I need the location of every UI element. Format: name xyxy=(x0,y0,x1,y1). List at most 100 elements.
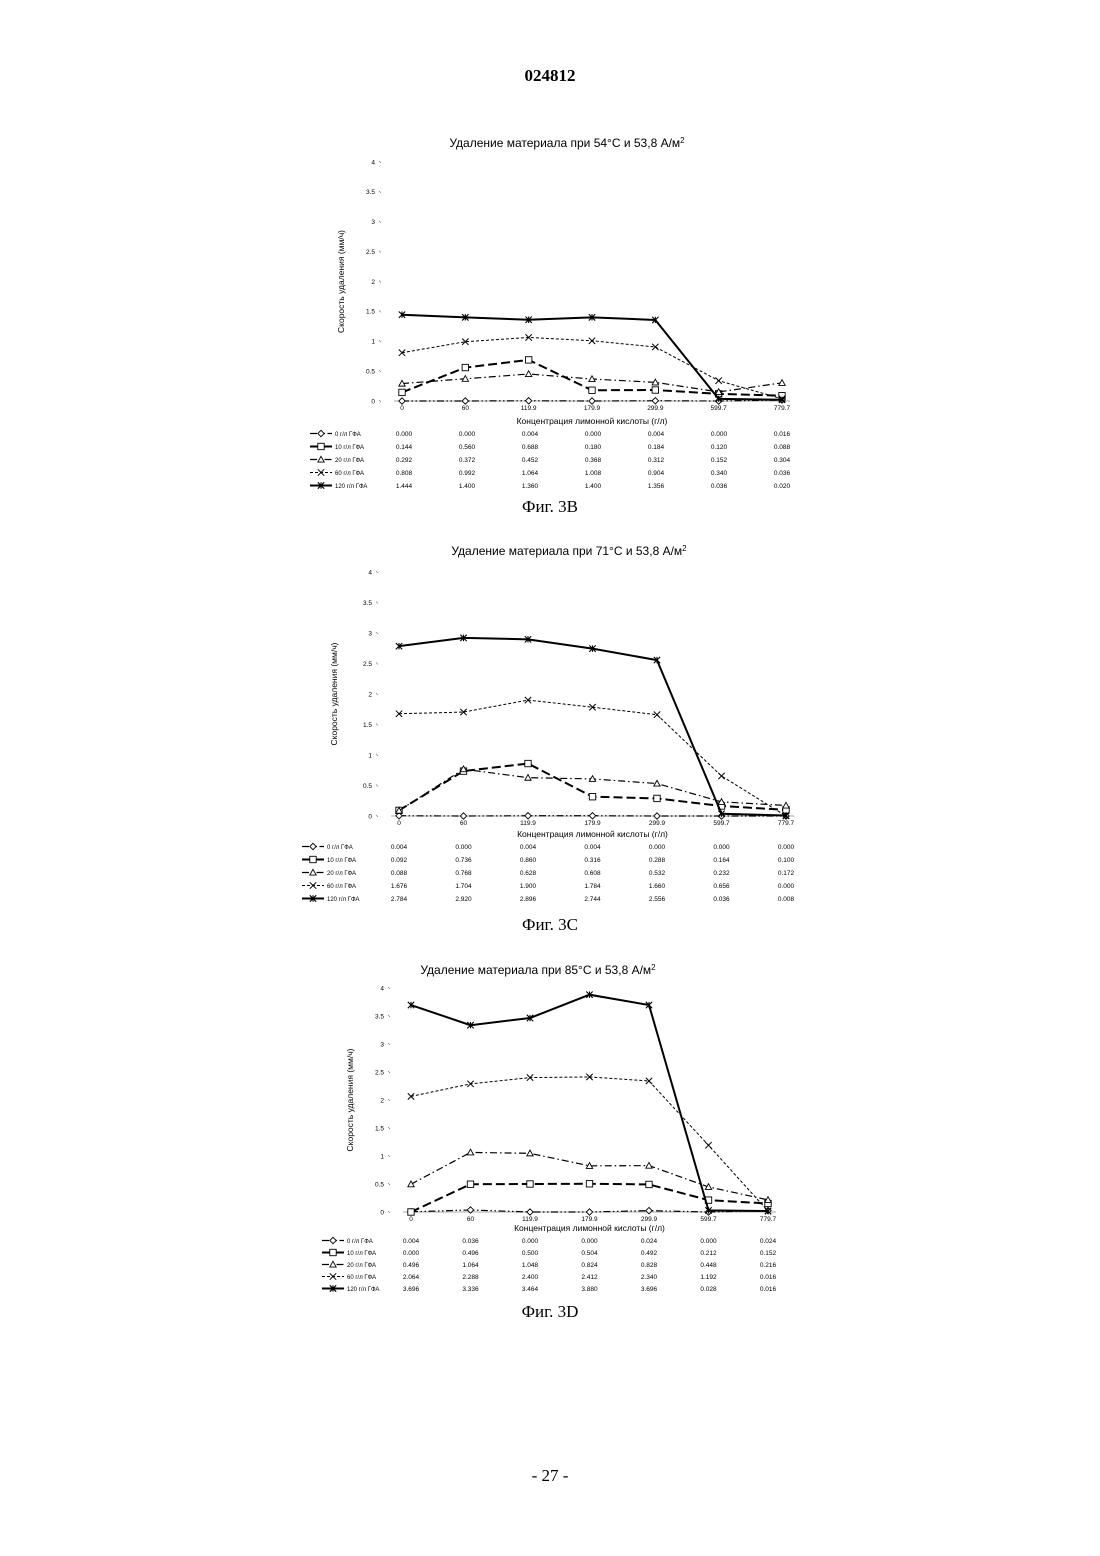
y-tick-label: 0 xyxy=(371,398,375,405)
data-point xyxy=(652,387,658,393)
data-point xyxy=(705,1142,711,1148)
y-tick-mark xyxy=(379,310,381,312)
data-point xyxy=(589,387,595,393)
legend-label: 120 г/л ГФА xyxy=(327,897,359,903)
y-tick-mark xyxy=(379,161,381,163)
x-tick-label: 179.9 xyxy=(584,405,601,412)
y-tick-label: 3.5 xyxy=(375,1013,384,1020)
y-tick-mark xyxy=(388,1155,390,1157)
table-value: 3.696 xyxy=(641,1286,658,1293)
data-point xyxy=(462,398,468,404)
chart-3d-svg: Удаление материала при 85°C и 53,8 А/м2 0… xyxy=(0,950,1100,1330)
chart-title-superscript: 2 xyxy=(680,136,685,145)
table-value: 0.340 xyxy=(711,470,728,477)
chart-3c-svg: Удаление материала при 71°C и 53,8 А/м2 0… xyxy=(0,535,1100,915)
chart-title-superscript: 2 xyxy=(651,963,656,972)
table-value: 0.000 xyxy=(713,844,730,851)
y-tick-mark xyxy=(379,340,381,342)
y-tick-mark xyxy=(379,191,381,193)
x-tick-label: 179.9 xyxy=(584,820,601,827)
table-value: 3.696 xyxy=(403,1286,420,1293)
legend-key: 60 г/л ГФА xyxy=(302,882,356,890)
legend-label: 0 г/л ГФА xyxy=(347,1239,373,1245)
data-point xyxy=(399,398,405,404)
table-value: 2.920 xyxy=(455,896,472,903)
y-tick-mark xyxy=(388,1127,390,1129)
table-value: 0.368 xyxy=(585,457,602,464)
table-value: 1.400 xyxy=(585,483,602,490)
table-value: 0.000 xyxy=(522,1238,539,1245)
data-point xyxy=(525,371,531,377)
table-value: 1.048 xyxy=(522,1262,539,1269)
table-value: 0.656 xyxy=(713,883,730,890)
legend-marker xyxy=(310,856,316,862)
y-tick-mark xyxy=(376,754,378,756)
x-axis-label: Концентрация лимонной кислоты (г/л) xyxy=(517,829,668,839)
legend-label: 10 г/л ГФА xyxy=(327,858,356,864)
y-tick-mark xyxy=(379,251,381,253)
table-value: 0.024 xyxy=(641,1238,658,1245)
data-point xyxy=(527,1209,533,1215)
table-value: 0.504 xyxy=(581,1250,598,1257)
y-tick-label: 1 xyxy=(380,1153,384,1160)
table-value: 1.784 xyxy=(584,883,601,890)
data-point xyxy=(589,813,595,819)
table-value: 0.172 xyxy=(778,870,795,877)
table-value: 0.036 xyxy=(713,896,730,903)
legend-label: 120 г/л ГФА xyxy=(347,1287,379,1293)
legend-key: 20 г/л ГФА xyxy=(302,869,356,877)
data-point xyxy=(525,357,531,363)
y-tick-mark xyxy=(388,1043,390,1045)
table-value: 0.372 xyxy=(459,457,476,464)
table-value: 0.312 xyxy=(648,457,665,464)
table-value: 0.000 xyxy=(581,1238,598,1245)
y-tick-label: 0.5 xyxy=(375,1181,384,1188)
data-point xyxy=(783,802,789,808)
y-tick-label: 1.5 xyxy=(366,309,375,316)
table-value: 1.064 xyxy=(462,1262,479,1269)
data-point xyxy=(467,1081,473,1087)
legend-label: 120 г/л ГФА xyxy=(335,484,367,490)
table-value: 0.000 xyxy=(778,844,795,851)
chart-title: Удаление материала при 71°C и 53,8 А/м2 xyxy=(451,544,687,559)
y-axis-label: Скорость удаления (мм/ч) xyxy=(345,1048,355,1151)
x-tick-label: 60 xyxy=(467,1216,475,1223)
table-value: 0.000 xyxy=(649,844,666,851)
table-value: 0.088 xyxy=(391,870,408,877)
table-value: 0.292 xyxy=(396,457,413,464)
table-value: 0.020 xyxy=(774,483,791,490)
chart-title: Удаление материала при 54°C и 53,8 А/м2 xyxy=(449,136,685,151)
table-value: 0.448 xyxy=(700,1262,717,1269)
data-point xyxy=(654,780,660,786)
legend-label: 20 г/л ГФА xyxy=(347,1263,376,1269)
legend-label: 20 г/л ГФА xyxy=(335,458,364,464)
table-value: 0.492 xyxy=(641,1250,658,1257)
x-tick-label: 599.7 xyxy=(700,1216,717,1223)
data-point xyxy=(399,389,405,395)
data-point xyxy=(646,1181,652,1187)
table-value: 0.028 xyxy=(700,1286,717,1293)
y-tick-label: 3 xyxy=(380,1041,384,1048)
table-value: 0.000 xyxy=(396,431,413,438)
legend-marker xyxy=(330,1237,336,1243)
y-tick-label: 0 xyxy=(380,1209,384,1216)
y-tick-mark xyxy=(376,785,378,787)
x-tick-label: 299.9 xyxy=(649,820,666,827)
data-point xyxy=(408,1209,414,1215)
data-point xyxy=(718,773,724,779)
x-tick-label: 599.7 xyxy=(713,820,730,827)
y-tick-label: 2 xyxy=(368,691,372,698)
data-point xyxy=(586,1209,592,1215)
table-value: 0.000 xyxy=(711,431,728,438)
table-value: 3.880 xyxy=(581,1286,598,1293)
table-value: 0.100 xyxy=(778,857,795,864)
table-value: 0.120 xyxy=(711,444,728,451)
table-value: 1.704 xyxy=(455,883,472,890)
x-tick-label: 0 xyxy=(409,1216,413,1223)
table-value: 1.008 xyxy=(585,470,602,477)
chart-title: Удаление материала при 85°C и 53,8 А/м2 xyxy=(420,963,656,978)
series-line xyxy=(411,995,768,1211)
table-value: 0.016 xyxy=(774,431,791,438)
data-point xyxy=(525,813,531,819)
data-point xyxy=(654,813,660,819)
